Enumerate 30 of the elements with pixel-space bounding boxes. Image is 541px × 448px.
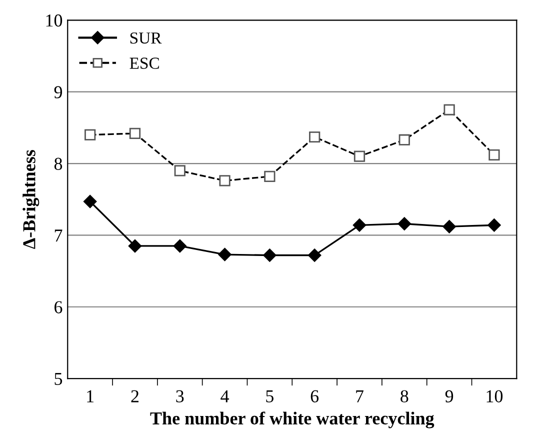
point [218,248,232,262]
point [352,218,366,232]
legend-label: SUR [130,32,162,44]
x-tick-label: 9 [445,390,454,402]
y-tick-label: 10 [46,14,62,27]
point [442,220,456,234]
x-tick-label: 10 [486,390,503,402]
x-tick-label: 8 [400,390,408,402]
x-tick-label: 2 [131,390,138,402]
x-tick-label: 7 [356,390,364,402]
y-axis-title: Δ-Brightness [22,150,40,249]
x-axis-title: The number of white water recycling [150,412,434,428]
point [488,218,501,232]
point [308,248,322,262]
legend-label: ESC [130,58,159,69]
x-tick-label: 3 [176,390,184,402]
x-tick-label: 1 [87,390,94,402]
y-tick-label: 8 [54,158,62,170]
point [83,194,97,208]
point [398,217,411,230]
y-tick-label: 7 [54,230,62,242]
point [128,239,142,253]
x-tick-label: 4 [220,390,230,402]
y-tick-label: 5 [54,373,62,385]
point [173,239,186,253]
y-tick-label: 9 [54,86,62,98]
y-tick-label: 6 [54,301,62,314]
x-tick-label: 6 [310,390,319,402]
point [263,248,276,262]
x-tick-label: 5 [266,390,274,402]
